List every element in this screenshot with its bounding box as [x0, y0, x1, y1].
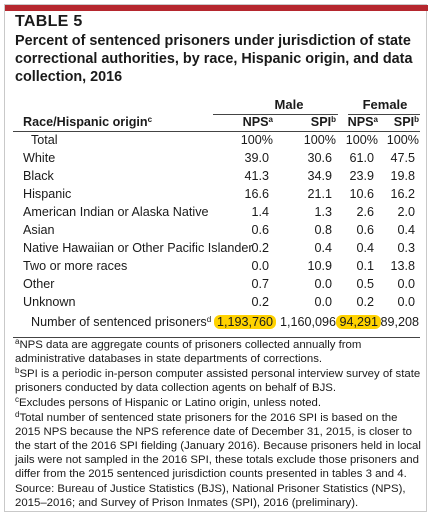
- cell-female-spi: 47.5: [390, 151, 415, 165]
- table-row: Unknown 0.2 0.0 0.2 0.0: [13, 294, 420, 312]
- cell-female-nps: 0.2: [356, 295, 374, 309]
- cell-female-nps: 0.5: [356, 277, 374, 291]
- footer-rule: [13, 337, 420, 338]
- cell-female-nps: 2.6: [356, 205, 374, 219]
- cell-female-spi: 19.8: [390, 169, 415, 183]
- cell-male-spi: 30.6: [307, 151, 332, 165]
- row-label-header: Race/Hispanic originc: [23, 115, 153, 129]
- row-label: Asian: [23, 223, 55, 237]
- note-b: bSPI is a periodic in-person computer as…: [15, 366, 421, 395]
- cell-female-spi: 13.8: [390, 259, 415, 273]
- cell-female-spi: 89,208: [380, 315, 419, 329]
- table-row: Other 0.7 0.0 0.5 0.0: [13, 276, 420, 294]
- row-label: Total: [31, 133, 58, 147]
- column-header-row: Race/Hispanic originc NPSa SPIb NPSa SPI…: [13, 115, 420, 132]
- table-row: Total 100% 100% 100% 100%: [13, 132, 420, 150]
- table-row: Black 41.3 34.9 23.9 19.8: [13, 168, 420, 186]
- note-c: cExcludes persons of Hispanic or Latino …: [15, 395, 322, 410]
- table-label: TABLE 5: [15, 13, 83, 30]
- col-header-male-nps: NPSa: [242, 115, 273, 129]
- row-label: Number of sentenced prisonersd: [31, 315, 212, 329]
- cell-male-nps: 0.7: [251, 277, 269, 291]
- cell-male-nps: 0.2: [251, 241, 269, 255]
- cell-male-spi: 1.3: [314, 205, 332, 219]
- cell-male-spi: 0.0: [314, 277, 332, 291]
- table-frame: TABLE 5 Percent of sentenced prisoners u…: [4, 4, 428, 512]
- cell-female-spi: 0.4: [397, 223, 415, 237]
- cell-male-nps: 100%: [240, 133, 273, 147]
- header-rule: [13, 131, 420, 132]
- cell-female-nps: 0.6: [356, 223, 374, 237]
- cell-female-nps: 23.9: [349, 169, 374, 183]
- cell-female-nps: 10.6: [349, 187, 374, 201]
- row-label: Other: [23, 277, 55, 291]
- cell-female-spi: 16.2: [390, 187, 415, 201]
- cell-female-nps: 0.4: [356, 241, 374, 255]
- table-row: Asian 0.6 0.8 0.6 0.4: [13, 222, 420, 240]
- cell-female-nps: 100%: [345, 133, 378, 147]
- col-header-male-spi: SPIb: [310, 115, 336, 129]
- accent-bar: [5, 5, 428, 11]
- cell-female-spi: 0.0: [397, 295, 415, 309]
- table-caption: Percent of sentenced prisoners under jur…: [15, 33, 413, 85]
- cell-male-nps-highlighted: 1,193,760: [213, 315, 276, 329]
- cell-female-spi: 100%: [386, 133, 419, 147]
- cell-male-nps: 0.2: [251, 295, 269, 309]
- total-row: Number of sentenced prisonersd 1,193,760…: [13, 314, 420, 332]
- row-label: American Indian or Alaska Native: [23, 205, 209, 219]
- table-row: Two or more races 0.0 10.9 0.1 13.8: [13, 258, 420, 276]
- cell-female-nps: 61.0: [349, 151, 374, 165]
- col-header-female-nps: NPSa: [347, 115, 378, 129]
- row-label: Unknown: [23, 295, 76, 309]
- cell-male-spi: 1,160,096: [279, 315, 336, 329]
- cell-male-spi: 0.8: [314, 223, 332, 237]
- table-row: Native Hawaiian or Other Pacific Islande…: [13, 240, 420, 258]
- cell-male-spi: 21.1: [307, 187, 332, 201]
- row-label: White: [23, 151, 56, 165]
- cell-female-spi: 0.3: [397, 241, 415, 255]
- row-label: Native Hawaiian or Other Pacific Islande…: [23, 241, 253, 255]
- cell-male-nps: 41.3: [244, 169, 269, 183]
- table-notes: aNPS data are aggregate counts of prison…: [15, 338, 421, 511]
- cell-male-spi: 0.0: [314, 295, 332, 309]
- cell-male-nps: 0.6: [251, 223, 269, 237]
- note-a: aNPS data are aggregate counts of prison…: [15, 337, 362, 366]
- cell-male-nps: 1.4: [251, 205, 269, 219]
- col-header-female-spi: SPIb: [393, 115, 419, 129]
- source-note: Source: Bureau of Justice Statistics (BJ…: [15, 483, 406, 509]
- group-male-rule: [213, 114, 338, 115]
- cell-female-spi: 2.0: [397, 205, 415, 219]
- row-label: Black: [23, 169, 54, 183]
- row-label: Hispanic: [23, 187, 72, 201]
- cell-male-spi: 0.4: [314, 241, 332, 255]
- table-row: Hispanic 16.6 21.1 10.6 16.2: [13, 186, 420, 204]
- row-label: Two or more races: [23, 259, 128, 273]
- note-d: dTotal number of sentenced state prisone…: [15, 410, 421, 481]
- cell-female-spi: 0.0: [397, 277, 415, 291]
- group-male: Male: [274, 97, 304, 112]
- table-row: White 39.0 30.6 61.0 47.5: [13, 150, 420, 168]
- cell-male-spi: 10.9: [307, 259, 332, 273]
- cell-male-spi: 100%: [303, 133, 336, 147]
- cell-male-nps: 16.6: [244, 187, 269, 201]
- group-female-rule: [348, 114, 420, 115]
- cell-male-nps: 0.0: [251, 259, 269, 273]
- table-row: American Indian or Alaska Native 1.4 1.3…: [13, 204, 420, 222]
- cell-male-spi: 34.9: [307, 169, 332, 183]
- group-female: Female: [362, 97, 408, 112]
- cell-female-nps: 0.1: [356, 259, 374, 273]
- cell-male-nps: 39.0: [244, 151, 269, 165]
- cell-female-nps-highlighted: 94,291: [336, 315, 381, 329]
